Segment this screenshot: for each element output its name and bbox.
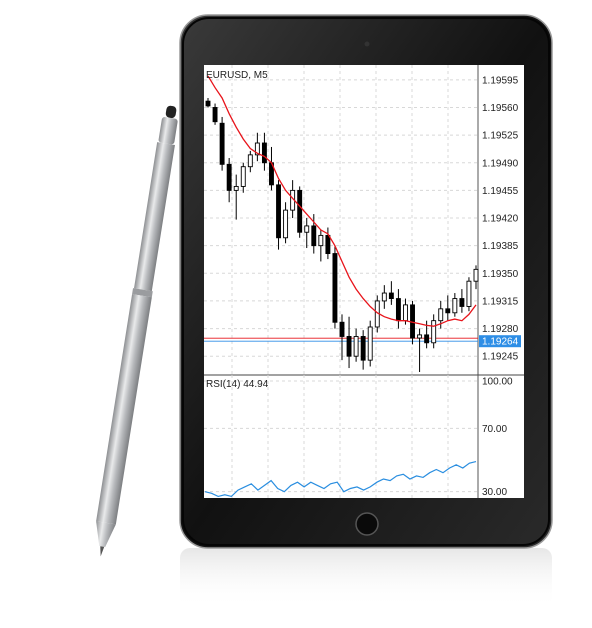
- candle-body: [395, 298, 401, 322]
- candle-body: [276, 184, 281, 239]
- candle-body: [459, 298, 465, 307]
- candle-body: [318, 234, 324, 247]
- price-tick-label: 1.19595: [482, 75, 519, 86]
- price-tick-label: 1.19420: [482, 214, 519, 225]
- candle-body: [339, 321, 345, 337]
- price-tick-label: 1.19490: [482, 158, 519, 169]
- candle-body: [226, 163, 232, 191]
- price-tick-label: 1.19525: [482, 131, 519, 142]
- candlestick-series: [205, 98, 479, 372]
- candle-body: [283, 209, 289, 239]
- current-price-badge: 1.19264: [479, 335, 521, 348]
- candle-body: [388, 292, 394, 300]
- rsi-tick-label: 100.00: [482, 377, 513, 388]
- price-tick-label: 1.19315: [482, 296, 519, 307]
- moving-average-line: [207, 75, 477, 327]
- candle-body: [466, 280, 472, 307]
- candle-body: [240, 166, 246, 187]
- current-price-label: 1.19264: [482, 337, 519, 348]
- candle-body: [353, 336, 359, 357]
- camera-icon: [364, 41, 370, 47]
- price-tick-label: 1.19455: [482, 186, 519, 197]
- candle-body: [473, 268, 479, 282]
- candle-body: [219, 122, 225, 165]
- rsi-tick-label: 30.00: [482, 487, 507, 498]
- candle-body: [332, 253, 338, 323]
- candle-body: [212, 107, 218, 123]
- candle-body: [247, 154, 253, 168]
- candle-body: [311, 225, 317, 247]
- candle-body: [233, 185, 239, 191]
- price-tick-label: 1.19385: [482, 241, 519, 252]
- rsi-label: RSI(14) 44.94: [206, 379, 269, 390]
- price-tick-label: 1.19245: [482, 352, 519, 363]
- price-tick-label: 1.19280: [482, 324, 519, 335]
- home-button[interactable]: [355, 512, 379, 536]
- rsi-tick-label: 70.00: [482, 424, 507, 435]
- candle-body: [205, 100, 211, 107]
- symbol-label: EURUSD, M5: [206, 70, 268, 81]
- candle-body: [346, 336, 352, 357]
- stylus-pen: [96, 105, 178, 557]
- candle-body: [438, 308, 444, 322]
- trading-screen: 1.19595 1.19560 1.19525 1.19490 1.19455 1.194…: [204, 65, 524, 498]
- candle-body: [325, 234, 331, 255]
- candle-body: [452, 298, 458, 314]
- price-axis-labels: 1.19595 1.19560 1.19525 1.19490 1.19455 1.194…: [482, 75, 519, 362]
- candle-body: [417, 334, 423, 339]
- candle-body: [424, 334, 430, 344]
- candle-body: [261, 142, 267, 164]
- candle-body: [304, 225, 310, 233]
- candle-body: [445, 308, 451, 314]
- candle-body: [381, 292, 387, 302]
- candle-body: [297, 189, 303, 233]
- rsi-axis-labels: 100.00 70.00 30.00: [482, 377, 513, 499]
- candle-body: [360, 336, 366, 361]
- candle-body: [367, 326, 373, 361]
- price-tick-label: 1.19350: [482, 269, 519, 280]
- candle-body: [403, 304, 408, 322]
- price-tick-label: 1.19560: [482, 103, 519, 114]
- candle-body: [431, 320, 437, 344]
- tablet-reflection: [180, 548, 552, 608]
- candle-body: [254, 142, 260, 156]
- rsi-line: [204, 461, 477, 498]
- rsi-chart-grid: [204, 375, 478, 498]
